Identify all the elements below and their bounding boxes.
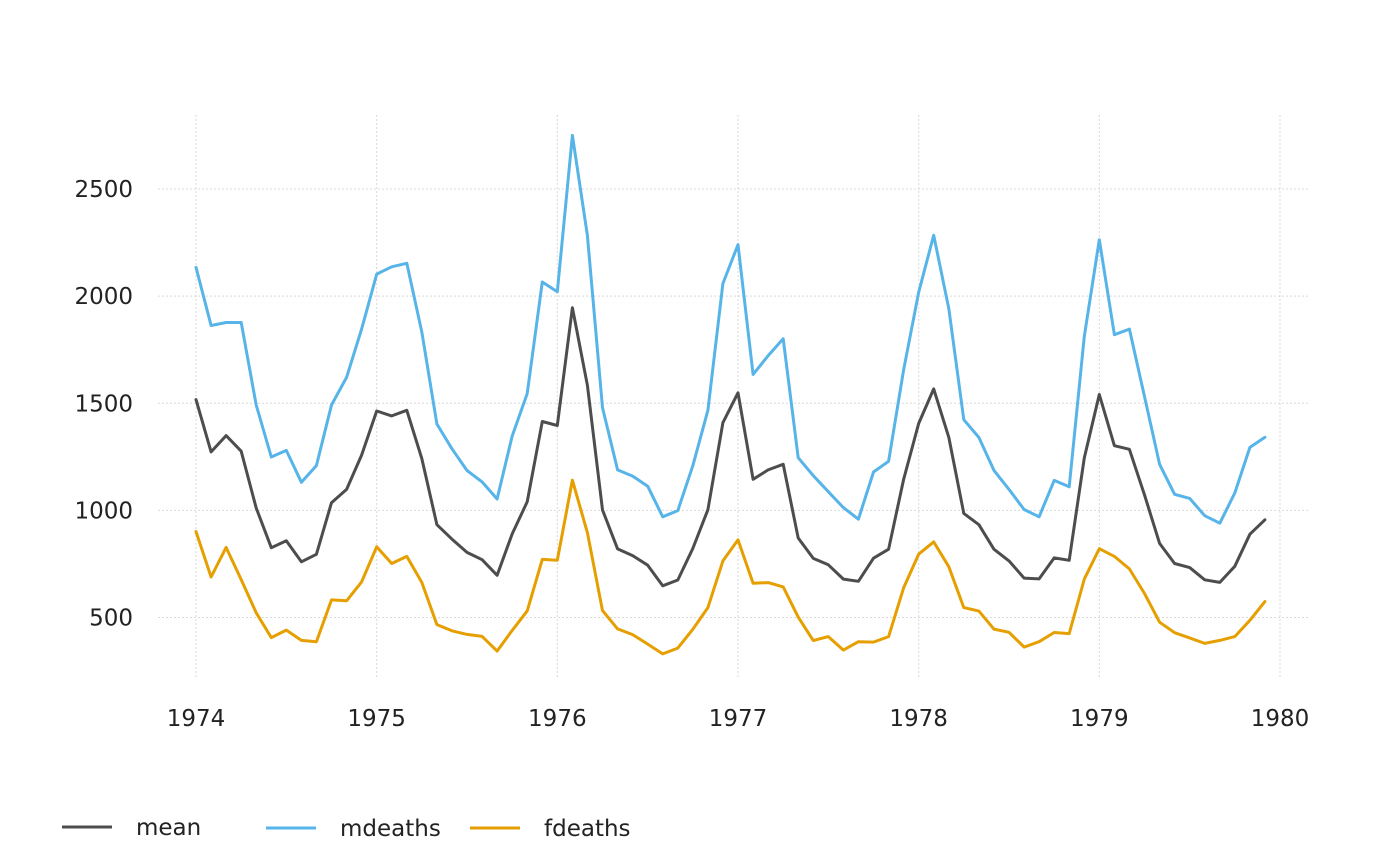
x-tick-label: 1978 — [889, 706, 948, 732]
legend-label-fdeaths: fdeaths — [544, 816, 631, 842]
legend-label-mdeaths: mdeaths — [340, 816, 441, 842]
x-tick-label: 1980 — [1251, 706, 1310, 732]
legend-label-mean: mean — [136, 815, 201, 841]
y-axis-tick-labels: 500 1000 1500 2000 2500 — [74, 177, 133, 632]
x-axis-tick-labels: 1974 1975 1976 1977 1978 1979 1980 — [167, 706, 1310, 732]
legend: mean mdeaths fdeaths — [62, 815, 631, 842]
series-line-mdeaths — [194, 133, 1267, 525]
x-tick-label: 1974 — [167, 706, 226, 732]
grid-lines — [158, 115, 1308, 678]
series-line-fdeaths — [194, 478, 1267, 656]
x-tick-label: 1977 — [709, 706, 768, 732]
x-tick-label: 1976 — [528, 706, 587, 732]
series-lines — [194, 133, 1267, 656]
series-line-mean — [194, 306, 1267, 588]
y-tick-label: 1000 — [74, 498, 133, 524]
y-tick-label: 2000 — [74, 284, 133, 310]
x-tick-label: 1975 — [347, 706, 406, 732]
y-tick-label: 1500 — [74, 391, 133, 417]
x-tick-label: 1979 — [1070, 706, 1129, 732]
y-tick-label: 500 — [89, 606, 133, 632]
y-tick-label: 2500 — [74, 177, 133, 203]
